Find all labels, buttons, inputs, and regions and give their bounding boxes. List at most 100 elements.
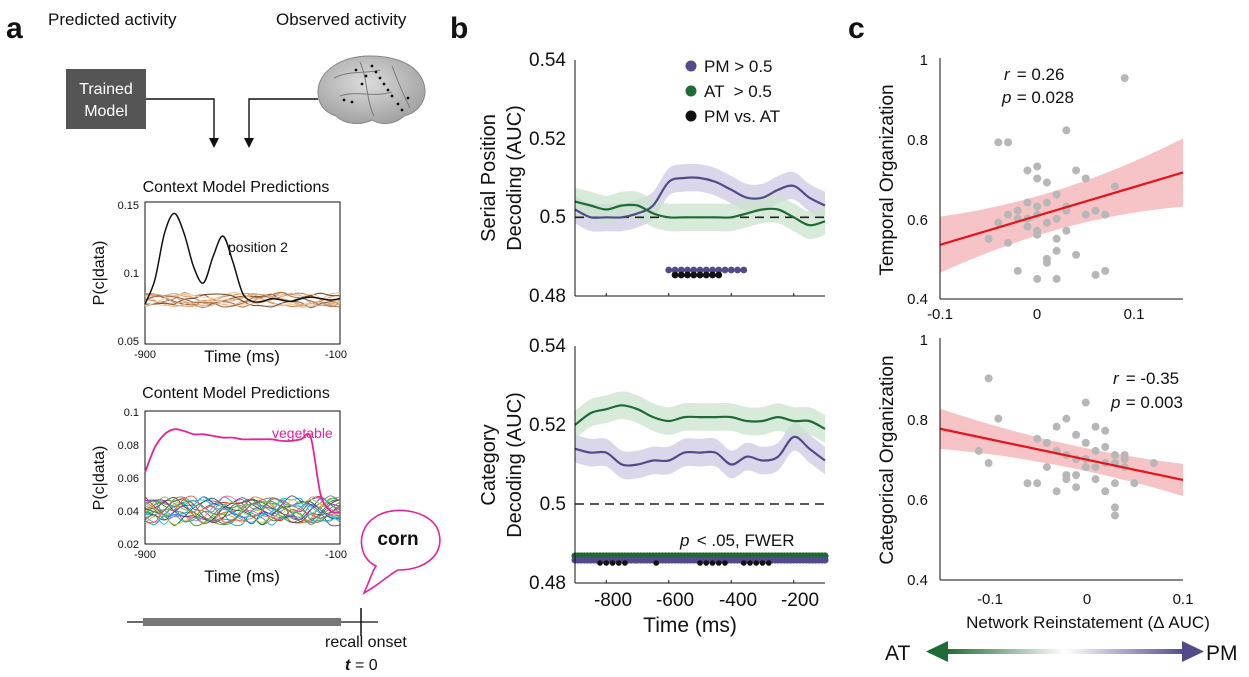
category-xtick-200: -200: [781, 590, 819, 611]
recall-onset-label: recall onset: [325, 634, 407, 651]
brain-arrow-line: [248, 98, 318, 140]
at-label: AT: [885, 642, 910, 665]
at-pm-arrow: AT PM: [885, 641, 1238, 665]
temporal-point: [1081, 174, 1090, 183]
temporal-ytick-0.4: 0.4: [907, 291, 928, 308]
observed-activity-label: Observed activity: [276, 10, 407, 29]
context-position2-line: [144, 212, 341, 305]
categorical-point: [1042, 463, 1051, 472]
context-bg-line: [144, 293, 341, 308]
temporal-point: [994, 138, 1003, 147]
predicted-activity-label: Predicted activity: [48, 10, 177, 29]
categorical-point: [1072, 471, 1081, 480]
temporal-point: [1052, 190, 1061, 199]
temporal-point: [984, 234, 993, 243]
serial-sig-pm-dot: [702, 266, 710, 274]
content-xtick-left: -900: [134, 549, 156, 561]
categorical-ytick-0.6: 0.6: [907, 492, 928, 509]
serial-sig-pm-dot: [665, 266, 673, 274]
serial-ylabel-line2: Decoding (AUC): [504, 105, 526, 251]
categorical-point: [1120, 450, 1129, 459]
serial-ytick-0.54: 0.54: [529, 50, 566, 71]
category-xtick-800: -800: [594, 590, 632, 611]
serial-sig-diff-dot: [684, 271, 691, 279]
content-bg-line: [144, 495, 341, 524]
categorical-xtick-neg0.1: -0.1: [977, 591, 1003, 608]
categorical-point: [1081, 438, 1090, 447]
content-panel: Content Model Predictions vegetable 0.1 …: [91, 385, 347, 586]
content-title: Content Model Predictions: [142, 385, 330, 402]
categorical-xtick-0.1: 0.1: [1173, 591, 1194, 608]
serial-pm-line: [574, 176, 826, 219]
legend-at-label: AT > 0.5: [704, 82, 772, 101]
category-xtick-600: -600: [656, 590, 694, 611]
temporal-point: [1091, 270, 1100, 279]
t-label: t: [345, 657, 351, 674]
categorical-point: [1110, 511, 1119, 520]
speech-bubble-text: corn: [377, 529, 418, 550]
legend-pm-label: PM > 0.5: [704, 57, 773, 76]
content-bg-line: [144, 496, 341, 524]
context-xtick-right: -100: [325, 349, 347, 361]
content-bg-line: [144, 496, 341, 525]
temporal-r-label: r: [1004, 65, 1011, 84]
t-eq-label: = 0: [355, 657, 378, 674]
temporal-point: [1052, 274, 1061, 283]
category-sig-diff-dot: [603, 560, 610, 566]
serial-plot: [574, 163, 826, 296]
categorical-point: [1091, 475, 1100, 484]
categorical-point: [1101, 487, 1110, 496]
serial-ytick-0.48: 0.48: [529, 286, 566, 307]
categorical-point: [1072, 430, 1081, 439]
legend-pm-marker: [685, 60, 697, 72]
temporal-point: [1013, 206, 1022, 215]
context-ytick-mid: 0.1: [124, 268, 139, 280]
categorical-ytick-0.8: 0.8: [907, 412, 928, 429]
temporal-point: [1013, 266, 1022, 275]
model-label-line2: Model: [84, 103, 128, 120]
categorical-point: [1091, 422, 1100, 431]
temporal-point: [1004, 210, 1013, 219]
categorical-point: [1110, 450, 1119, 459]
categorical-point: [1101, 442, 1110, 451]
brain-icon: [317, 55, 426, 124]
temporal-point: [1033, 162, 1042, 171]
content-annotation: vegetable: [272, 425, 333, 441]
speech-bubble: [360, 509, 441, 595]
temporal-point: [1033, 230, 1042, 239]
category-sig-diff-dot: [622, 560, 628, 566]
temporal-point: [1081, 210, 1090, 219]
at-pm-gradient-bar: [945, 649, 1185, 654]
categorical-ylabel: Categorical Organization: [877, 355, 898, 564]
content-bg-line: [144, 496, 341, 524]
categorical-point: [1081, 463, 1090, 472]
categorical-point: [1091, 446, 1100, 455]
model-arrowhead: [209, 138, 219, 148]
categorical-xtick-0: 0: [1083, 591, 1091, 608]
serial-sig-pm-dot: [715, 266, 723, 274]
context-annotation: position 2: [228, 239, 288, 255]
categorical-point: [974, 446, 983, 455]
temporal-point: [1091, 206, 1100, 215]
temporal-point: [1062, 126, 1071, 135]
content-ytick-0.06: 0.06: [118, 473, 139, 485]
temporal-panel: 1 0.8 0.6 0.4 -0.1 0 0.1 Temporal Organi…: [877, 52, 1184, 323]
category-ylabel-line2: Decoding (AUC): [504, 392, 526, 538]
category-ytick-0.5: 0.5: [540, 494, 566, 515]
context-bg-line: [144, 292, 341, 307]
temporal-point: [1033, 174, 1042, 183]
categorical-point: [1072, 483, 1081, 492]
serial-sig-diff-dot: [709, 271, 716, 279]
temporal-xtick-neg0.1: -0.1: [927, 306, 953, 323]
timeline-bar: [143, 618, 341, 626]
model-arrow-line: [146, 98, 215, 140]
category-annotation-p: p: [679, 531, 689, 550]
category-sig-diff-dot: [653, 560, 660, 566]
serial-sig-pm-dot: [696, 266, 704, 274]
brain-arrowhead: [244, 138, 254, 148]
trained-model-box: [66, 69, 146, 129]
context-ylabel: P(c|data): [91, 241, 108, 306]
category-xlabel: Time (ms): [643, 614, 737, 637]
panel-letter-c: c: [848, 12, 865, 45]
context-panel: Context Model Predictions position 2 0.1…: [91, 179, 347, 366]
